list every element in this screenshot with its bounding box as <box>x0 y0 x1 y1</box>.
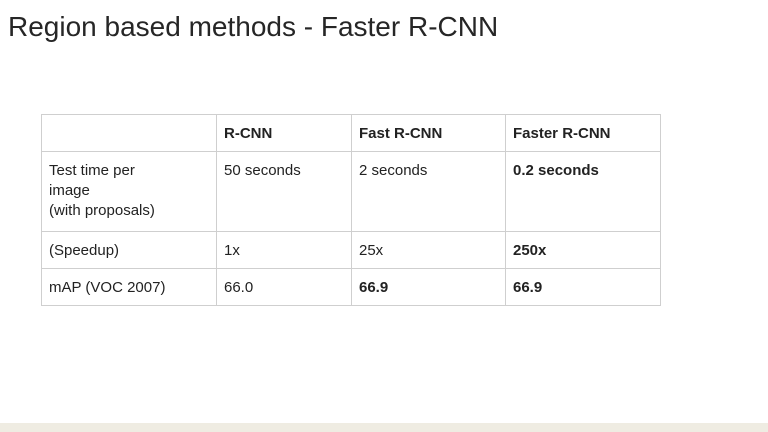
row-label-map: mAP (VOC 2007) <box>41 268 217 306</box>
table-row: (Speedup) 1x 25x 250x <box>41 231 661 269</box>
bottom-bar <box>0 423 768 432</box>
slide-title: Region based methods - Faster R-CNN <box>8 11 499 42</box>
table-row: mAP (VOC 2007) 66.0 66.9 66.9 <box>41 268 661 306</box>
row-label-line: (with proposals) <box>49 202 155 219</box>
cell-faster-rcnn-speedup: 250x <box>505 231 661 269</box>
cell-rcnn-map: 66.0 <box>216 268 352 306</box>
cell-fast-rcnn-map: 66.9 <box>351 268 506 306</box>
cell-rcnn-speedup: 1x <box>216 231 352 269</box>
comparison-table-container: R-CNN Fast R-CNN Faster R-CNN Test time … <box>41 114 661 306</box>
comparison-table: R-CNN Fast R-CNN Faster R-CNN Test time … <box>41 114 661 306</box>
header-fast-rcnn: Fast R-CNN <box>351 114 506 152</box>
cell-fast-rcnn-test-time: 2 seconds <box>351 151 506 232</box>
table-header-row: R-CNN Fast R-CNN Faster R-CNN <box>41 114 661 152</box>
cell-faster-rcnn-map: 66.9 <box>505 268 661 306</box>
header-rcnn: R-CNN <box>216 114 352 152</box>
row-label-line: image <box>49 182 90 199</box>
cell-rcnn-test-time: 50 seconds <box>216 151 352 232</box>
row-label-speedup: (Speedup) <box>41 231 217 269</box>
cell-faster-rcnn-test-time: 0.2 seconds <box>505 151 661 232</box>
row-label-line: Test time per <box>49 162 135 179</box>
header-faster-rcnn: Faster R-CNN <box>505 114 661 152</box>
cell-fast-rcnn-speedup: 25x <box>351 231 506 269</box>
table-row: Test time per image (with proposals) 50 … <box>41 151 661 232</box>
row-label-test-time: Test time per image (with proposals) <box>41 151 217 232</box>
header-empty-cell <box>41 114 217 152</box>
